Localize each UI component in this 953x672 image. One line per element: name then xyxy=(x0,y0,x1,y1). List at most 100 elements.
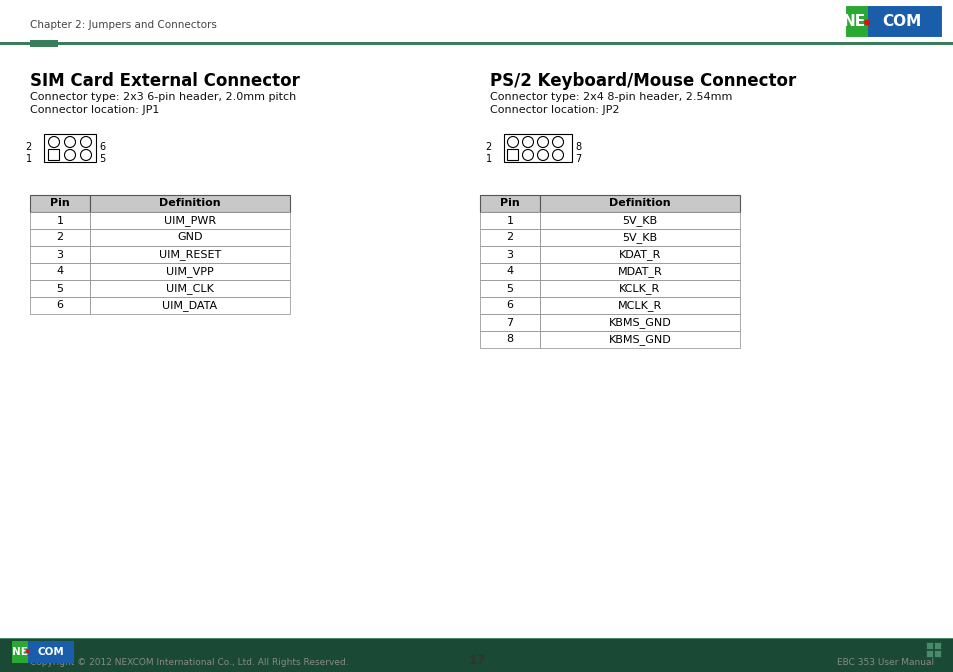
Text: SIM Card External Connector: SIM Card External Connector xyxy=(30,72,299,90)
Bar xyxy=(506,149,517,160)
Text: Definition: Definition xyxy=(609,198,670,208)
Text: KDAT_R: KDAT_R xyxy=(618,249,660,260)
Text: 8: 8 xyxy=(575,142,580,152)
Bar xyxy=(503,134,572,162)
Text: MCLK_R: MCLK_R xyxy=(618,300,661,311)
Bar xyxy=(90,297,290,314)
Text: NE: NE xyxy=(12,647,28,657)
Bar xyxy=(30,280,90,297)
Bar xyxy=(925,650,932,657)
Bar xyxy=(539,195,740,212)
Text: 3: 3 xyxy=(506,249,513,259)
Circle shape xyxy=(49,136,59,147)
Bar xyxy=(844,5,867,38)
Text: MDAT_R: MDAT_R xyxy=(617,266,661,277)
Bar xyxy=(479,195,539,212)
Text: 5: 5 xyxy=(99,154,105,164)
Text: EBC 353 User Manual: EBC 353 User Manual xyxy=(836,658,933,667)
Text: Copyright © 2012 NEXCOM International Co., Ltd. All Rights Reserved.: Copyright © 2012 NEXCOM International Co… xyxy=(30,658,348,667)
Circle shape xyxy=(522,136,533,147)
Text: Connector type: 2x4 8-pin header, 2.54mm: Connector type: 2x4 8-pin header, 2.54mm xyxy=(490,92,732,102)
Bar xyxy=(479,314,539,331)
Bar xyxy=(90,212,290,229)
Text: NE: NE xyxy=(841,14,864,29)
Bar xyxy=(479,280,539,297)
Bar xyxy=(90,246,290,263)
Bar xyxy=(933,642,940,649)
Text: 1: 1 xyxy=(56,216,64,226)
Text: GND: GND xyxy=(177,233,203,243)
Text: 1: 1 xyxy=(485,154,492,164)
Text: KCLK_R: KCLK_R xyxy=(618,283,659,294)
Bar xyxy=(30,229,90,246)
Circle shape xyxy=(507,136,518,147)
Bar xyxy=(933,650,940,657)
Bar xyxy=(479,263,539,280)
Bar xyxy=(479,297,539,314)
Text: PS/2 Keyboard/Mouse Connector: PS/2 Keyboard/Mouse Connector xyxy=(490,72,796,90)
Bar xyxy=(44,134,96,162)
Bar xyxy=(479,246,539,263)
Bar xyxy=(90,280,290,297)
Text: Connector location: JP2: Connector location: JP2 xyxy=(490,105,618,115)
Text: 2: 2 xyxy=(26,142,32,152)
Bar xyxy=(867,5,942,38)
Bar xyxy=(539,229,740,246)
Circle shape xyxy=(65,149,75,161)
Text: 4: 4 xyxy=(506,267,513,276)
Bar xyxy=(539,331,740,348)
Bar xyxy=(30,263,90,280)
Text: 2: 2 xyxy=(485,142,492,152)
Text: 7: 7 xyxy=(506,317,513,327)
Text: Pin: Pin xyxy=(51,198,70,208)
Bar xyxy=(30,40,58,47)
Bar xyxy=(539,212,740,229)
Text: 1: 1 xyxy=(26,154,32,164)
Text: 5V_KB: 5V_KB xyxy=(621,215,657,226)
Circle shape xyxy=(552,136,563,147)
Circle shape xyxy=(80,136,91,147)
Text: 17: 17 xyxy=(468,654,485,667)
Circle shape xyxy=(26,649,30,653)
Text: COM: COM xyxy=(37,647,64,657)
Circle shape xyxy=(65,136,75,147)
Text: UIM_DATA: UIM_DATA xyxy=(162,300,217,311)
Bar xyxy=(0,0,953,44)
Text: KBMS_GND: KBMS_GND xyxy=(608,334,671,345)
Bar xyxy=(30,297,90,314)
Text: Pin: Pin xyxy=(499,198,519,208)
Bar xyxy=(28,641,74,663)
Text: Connector location: JP1: Connector location: JP1 xyxy=(30,105,159,115)
Text: 5V_KB: 5V_KB xyxy=(621,232,657,243)
Bar xyxy=(0,638,953,672)
Text: Chapter 2: Jumpers and Connectors: Chapter 2: Jumpers and Connectors xyxy=(30,20,216,30)
Bar xyxy=(539,297,740,314)
Bar xyxy=(479,212,539,229)
Circle shape xyxy=(522,149,533,161)
Bar xyxy=(479,331,539,348)
Text: 3: 3 xyxy=(56,249,64,259)
Text: 6: 6 xyxy=(506,300,513,310)
Bar xyxy=(90,229,290,246)
Text: 1: 1 xyxy=(506,216,513,226)
Text: 7: 7 xyxy=(575,154,580,164)
Bar xyxy=(30,212,90,229)
Text: 8: 8 xyxy=(506,335,513,345)
Bar xyxy=(925,642,932,649)
Circle shape xyxy=(552,149,563,161)
Bar xyxy=(539,263,740,280)
Bar xyxy=(12,641,28,663)
Bar xyxy=(0,638,953,639)
Circle shape xyxy=(80,149,91,161)
Text: Definition: Definition xyxy=(159,198,220,208)
Bar xyxy=(539,280,740,297)
Bar xyxy=(90,263,290,280)
Text: 2: 2 xyxy=(506,233,513,243)
Text: 4: 4 xyxy=(56,267,64,276)
Circle shape xyxy=(537,149,548,161)
Text: UIM_RESET: UIM_RESET xyxy=(159,249,221,260)
Text: COM: COM xyxy=(882,14,921,29)
Text: 5: 5 xyxy=(56,284,64,294)
Circle shape xyxy=(537,136,548,147)
Text: Connector type: 2x3 6-pin header, 2.0mm pitch: Connector type: 2x3 6-pin header, 2.0mm … xyxy=(30,92,296,102)
